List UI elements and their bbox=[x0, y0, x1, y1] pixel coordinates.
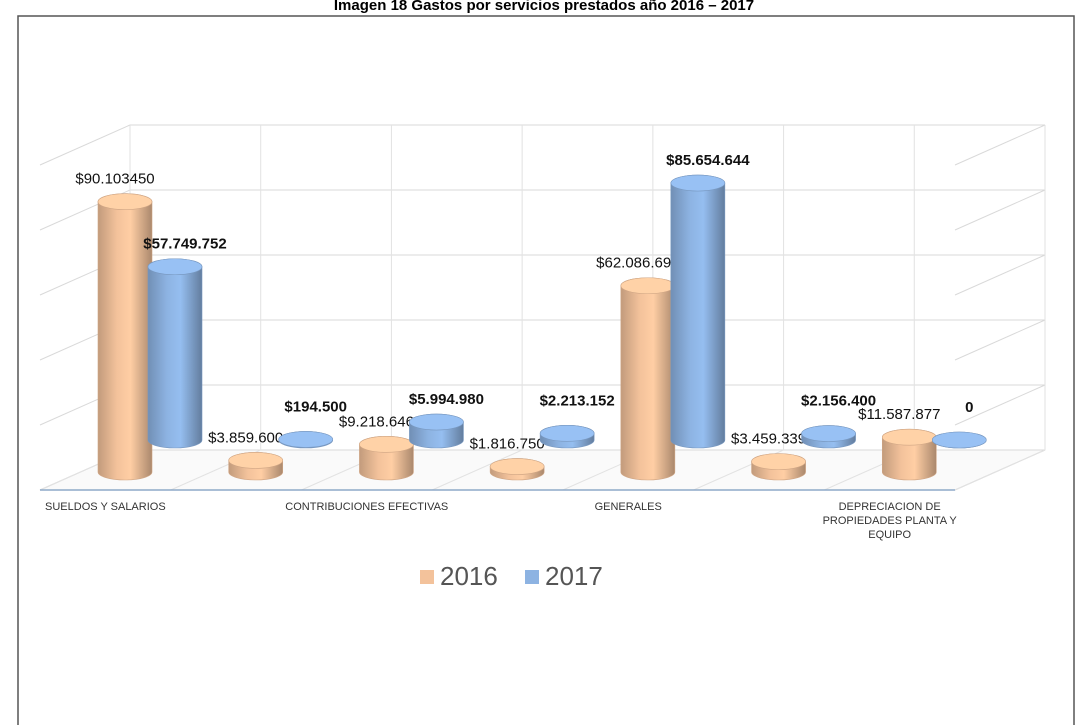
x-tick-label: CONTRIBUCIONES EFECTIVAS bbox=[285, 501, 449, 513]
grid-line bbox=[39, 189, 1046, 231]
data-label: $2.213.152 bbox=[540, 392, 615, 409]
grid-line bbox=[39, 124, 1046, 166]
cylinder-top bbox=[801, 425, 856, 442]
cylinder-top bbox=[278, 431, 334, 448]
cylinder bbox=[147, 258, 203, 449]
data-label: $2.156.400 bbox=[801, 392, 876, 409]
data-label: $62.086.697 bbox=[596, 255, 679, 272]
depth-line bbox=[954, 449, 1046, 491]
legend-label: 2016 bbox=[440, 561, 498, 591]
x-tick-label: GENERALES bbox=[594, 501, 662, 513]
data-label: $5.994.980 bbox=[409, 391, 484, 408]
cylinder-top bbox=[228, 452, 284, 469]
data-label: $3.459.339 bbox=[731, 431, 806, 448]
cylinder-top bbox=[409, 413, 464, 431]
cylinder bbox=[620, 277, 676, 481]
data-label: 0 bbox=[965, 399, 973, 416]
data-label: $85.654.644 bbox=[666, 152, 750, 169]
cylinder-top bbox=[489, 458, 545, 475]
cylinder-top bbox=[97, 193, 153, 210]
grid-line bbox=[39, 254, 1046, 296]
cylinder-top bbox=[881, 428, 937, 446]
legend-swatch bbox=[525, 570, 539, 584]
x-tick-label: DEPRECIACION DE PROPIEDADES PLANTA Y EQU… bbox=[822, 501, 957, 541]
cylinder-top bbox=[931, 431, 987, 449]
cylinder bbox=[670, 174, 726, 449]
cylinder-top bbox=[670, 174, 726, 192]
data-label: $11.587.877 bbox=[858, 406, 940, 423]
grid-line bbox=[39, 384, 1046, 426]
data-label: $90.103450 bbox=[75, 171, 154, 188]
data-label: $194.500 bbox=[284, 398, 347, 415]
data-label: $9.218.646 bbox=[339, 413, 414, 430]
cylinder-top bbox=[539, 425, 595, 442]
frame bbox=[17, 15, 1075, 725]
cylinder-top bbox=[620, 277, 676, 295]
cylinder-top bbox=[147, 258, 203, 276]
cylinder-top bbox=[751, 453, 806, 470]
legend-swatch bbox=[420, 570, 434, 584]
data-label: $57.749.752 bbox=[143, 236, 226, 253]
cylinder-top bbox=[359, 436, 414, 453]
grid-line bbox=[39, 319, 1046, 361]
chart-title: Imagen 18 Gastos por servicios prestados… bbox=[334, 0, 754, 14]
data-label: $3.859.600 bbox=[208, 429, 283, 446]
x-tick-label: SUELDOS Y SALARIOS bbox=[45, 501, 166, 513]
legend-label: 2017 bbox=[545, 561, 603, 591]
data-label: $1.816.750 bbox=[470, 436, 545, 453]
depth-line bbox=[431, 449, 523, 491]
